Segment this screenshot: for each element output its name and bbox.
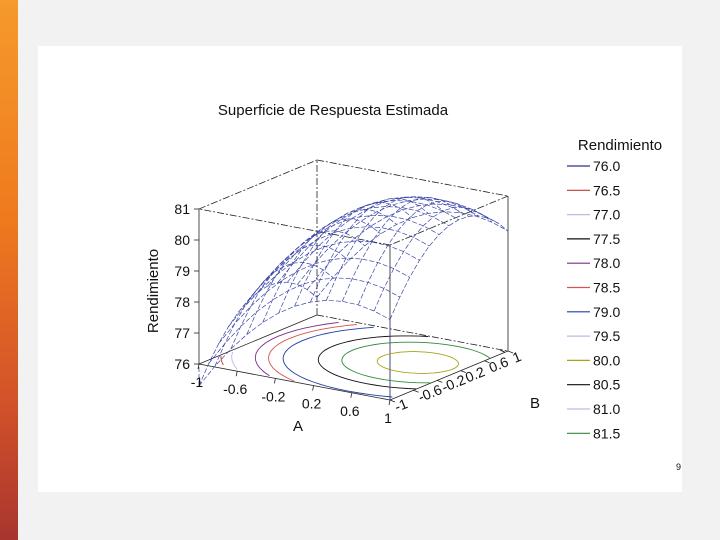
legend-label: 79.0: [593, 304, 620, 320]
a-tick-label: -1: [191, 374, 204, 390]
box-edge: [198, 159, 318, 210]
a-tick-label: -0.2: [261, 388, 285, 404]
legend-label: 76.5: [593, 182, 620, 198]
slide-panel: Superficie de Respuesta Estimada 76 77 78 7…: [38, 46, 682, 492]
b-tick-label: 0.2: [463, 363, 487, 385]
a-axis-label: A: [293, 418, 303, 435]
box-edge: [316, 159, 509, 197]
contour-line: [268, 324, 357, 382]
mesh-line-b: [306, 203, 499, 290]
z-tick-label: 77: [174, 325, 190, 341]
z-axis-label: Rendimiento: [145, 249, 162, 333]
b-tick: [460, 370, 466, 373]
b-tick: [413, 389, 419, 393]
b-tick-label: 0.6: [487, 353, 511, 375]
legend-label: 80.5: [593, 377, 620, 393]
box-edge: [198, 363, 391, 401]
mesh-line-b: [238, 226, 430, 313]
a-tick-label: 1: [384, 410, 392, 426]
contour-line: [231, 351, 238, 370]
z-tick-label: 80: [174, 232, 190, 248]
a-tick: [274, 378, 276, 384]
a-tick: [235, 371, 238, 377]
a-tick-label: 0.6: [340, 403, 360, 419]
mesh-line-a: [357, 200, 477, 306]
legend-label: 78.5: [593, 280, 620, 296]
b-tick: [389, 399, 396, 403]
mesh-line-a: [230, 244, 350, 350]
contour-layer: [220, 321, 505, 398]
a-tick: [388, 399, 391, 406]
page-mark: 9: [676, 462, 681, 472]
b-tick: [484, 360, 490, 364]
box-edge: [389, 350, 509, 401]
box-edge: [198, 208, 391, 246]
bounding-box: [198, 159, 509, 401]
a-tick: [197, 363, 200, 370]
contour-line: [282, 326, 393, 398]
a-tick: [312, 385, 314, 391]
mesh-line-a: [373, 206, 493, 312]
a-tick: [350, 392, 353, 398]
b-tick: [437, 380, 443, 383]
legend-label: 80.0: [593, 352, 620, 368]
mesh-line-b: [297, 198, 489, 285]
legend: Rendimiento 76.0 76.5 77.0 77.5 78.0 78.5 79.0 7…: [567, 137, 662, 441]
contour-line: [254, 321, 339, 377]
a-tick-label: 0.2: [302, 396, 322, 412]
side-accent-bar: [0, 0, 18, 540]
legend-label: 81.0: [593, 401, 620, 417]
b-axis-label: B: [530, 395, 540, 412]
z-tick-label: 79: [174, 263, 190, 279]
mesh-line-a: [262, 218, 381, 323]
mesh-line-a: [325, 196, 445, 301]
mesh-line-a: [198, 281, 318, 387]
legend-title: Rendimiento: [578, 137, 662, 154]
a-tick-label: -0.6: [223, 381, 247, 397]
mesh-line-b: [316, 211, 509, 298]
legend-label: 76.0: [593, 158, 620, 174]
mesh-line-a: [310, 197, 429, 303]
surface-chart: Superficie de Respuesta Estimada 76 77 78 7…: [145, 102, 681, 472]
mesh-line-a: [278, 209, 397, 314]
box-edge: [198, 314, 318, 365]
surface-mesh: [198, 196, 509, 400]
contour-line: [220, 355, 224, 366]
b-tick-label: -1: [392, 395, 410, 415]
contour-line: [376, 351, 459, 374]
contour-line: [317, 335, 505, 390]
b-tick: [507, 350, 514, 354]
legend-label: 78.0: [593, 255, 620, 271]
legend-label: 77.0: [593, 207, 620, 223]
b-tick-label: 1: [510, 348, 523, 366]
z-tick-label: 78: [174, 294, 190, 310]
mesh-line-b: [228, 240, 420, 327]
legend-label: 77.5: [593, 231, 620, 247]
contour-line: [341, 341, 490, 384]
mesh-line-a: [341, 197, 461, 302]
z-tick-label: 81: [174, 201, 190, 217]
chart-title: Superficie de Respuesta Estimada: [218, 102, 449, 119]
box-edge: [389, 195, 509, 246]
legend-label: 81.5: [593, 425, 620, 441]
z-tick-label: 76: [174, 356, 190, 372]
legend-label: 79.5: [593, 328, 620, 344]
mesh-line-a: [389, 215, 509, 320]
box-edge: [316, 314, 509, 352]
